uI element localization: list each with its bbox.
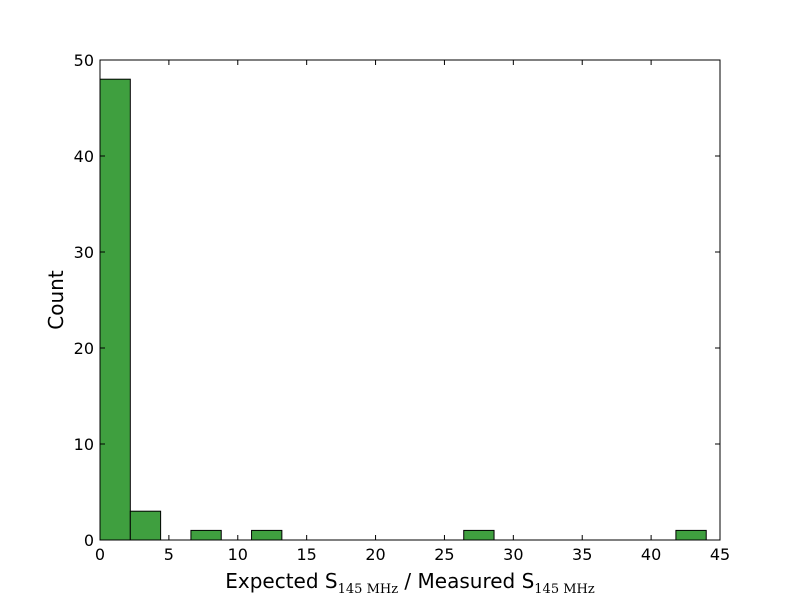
x-tick-label: 45 — [710, 545, 730, 564]
x-tick-label: 40 — [641, 545, 661, 564]
histogram-bar — [463, 529, 495, 541]
histogram-bar — [99, 78, 131, 541]
y-tick-label: 0 — [84, 531, 94, 550]
x-tick-label: 0 — [95, 545, 105, 564]
x-axis-label: Expected S145 MHz / Measured S145 MHz — [225, 569, 595, 597]
histogram-bar — [251, 529, 283, 541]
histogram-bar — [129, 510, 162, 541]
y-tick-label: 30 — [74, 243, 94, 262]
x-tick-label: 5 — [164, 545, 174, 564]
x-tick-label: 20 — [365, 545, 385, 564]
x-axis-label-part1: Expected S — [225, 569, 337, 593]
histogram-bar — [190, 529, 222, 541]
y-axis-label: Count — [44, 270, 68, 330]
histogram-bar — [675, 529, 707, 541]
x-axis-label-sub2: 145 MHz — [534, 582, 595, 597]
x-tick-label: 25 — [434, 545, 454, 564]
ticks-group — [99, 59, 721, 541]
y-tick-label: 50 — [74, 51, 94, 70]
x-tick-label: 30 — [503, 545, 523, 564]
tick-labels-group: 0 5 10 15 20 25 30 35 40 45 0 10 20 30 40 50 — [74, 51, 731, 564]
y-tick-label: 10 — [74, 435, 94, 454]
x-tick-label: 10 — [228, 545, 248, 564]
y-tick-label: 20 — [74, 339, 94, 358]
x-axis-label-part2: / Measured S — [398, 569, 534, 593]
x-tick-label: 35 — [572, 545, 592, 564]
y-tick-label: 40 — [74, 147, 94, 166]
x-axis-label-sub1: 145 MHz — [338, 582, 399, 597]
x-tick-label: 15 — [296, 545, 316, 564]
bars-group — [99, 78, 707, 541]
plot-frame — [99, 59, 721, 541]
